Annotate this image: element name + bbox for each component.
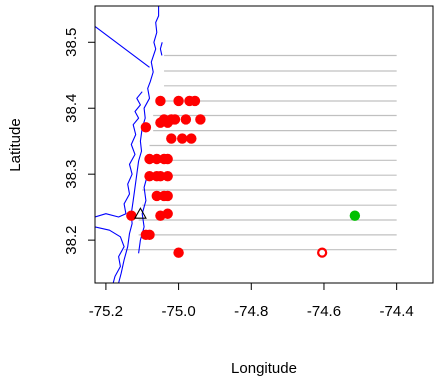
data-point-0-0 <box>155 95 166 107</box>
y-tick-label-2: 38.4 <box>63 94 80 123</box>
y-axis: 38.2 38.3 38.4 38.5 <box>63 28 96 255</box>
coastline-path-0 <box>95 25 150 68</box>
y-tick-label-1: 38.3 <box>63 160 80 189</box>
x-tick-label-3: -74.6 <box>307 303 341 320</box>
data-point-0-27 <box>162 208 173 219</box>
data-point-0-22 <box>162 170 173 182</box>
data-point-0-12 <box>166 133 177 144</box>
plot-frame <box>94 5 434 284</box>
data-point-0-16 <box>151 153 162 165</box>
x-axis-label: Longitude <box>231 360 297 377</box>
data-point-0-18 <box>162 153 173 165</box>
data-point-0-30 <box>144 229 155 241</box>
data-point-0-15 <box>144 153 155 165</box>
y-tick-label-0: 38.2 <box>63 226 80 255</box>
x-tick-label-0: -75.2 <box>89 303 123 320</box>
x-tick-label-1: -75.0 <box>161 303 195 320</box>
data-point-0-28 <box>126 210 137 221</box>
coastline-path-2 <box>95 91 143 218</box>
data-point-0-1 <box>173 95 184 107</box>
data-point-0-21 <box>155 170 166 182</box>
coastline-path-3 <box>95 226 125 283</box>
y-tick-label-3: 38.5 <box>63 28 80 57</box>
data-point-1-0 <box>349 210 361 221</box>
points-layer <box>126 95 361 258</box>
data-point-0-3 <box>189 95 201 107</box>
data-point-0-14 <box>186 133 197 144</box>
data-point-0-8 <box>195 114 206 125</box>
y-axis-label: Latitude <box>7 118 24 171</box>
x-tick-label-2: -74.8 <box>234 303 268 320</box>
data-point-0-11 <box>162 117 173 128</box>
coastline-path-5 <box>159 42 163 56</box>
data-point-0-13 <box>177 133 188 144</box>
data-point-0-23 <box>151 190 162 202</box>
data-point-0-7 <box>180 114 192 125</box>
data-point-0-19 <box>144 170 155 182</box>
data-point-0-31 <box>173 247 184 258</box>
transects-layer <box>124 54 397 251</box>
coastline-layer <box>95 6 163 283</box>
data-point-2-0 <box>317 247 328 258</box>
data-point-0-9 <box>140 122 152 133</box>
x-axis: -75.2 -75.0 -74.8 -74.6 -74.4 <box>89 282 414 320</box>
data-point-0-25 <box>162 190 173 202</box>
x-tick-label-4: -74.4 <box>380 303 414 320</box>
data-point-3-0 <box>133 207 147 219</box>
coastline-path-1 <box>118 6 160 283</box>
coastline-path-4 <box>138 174 149 254</box>
data-point-0-10 <box>155 117 166 128</box>
